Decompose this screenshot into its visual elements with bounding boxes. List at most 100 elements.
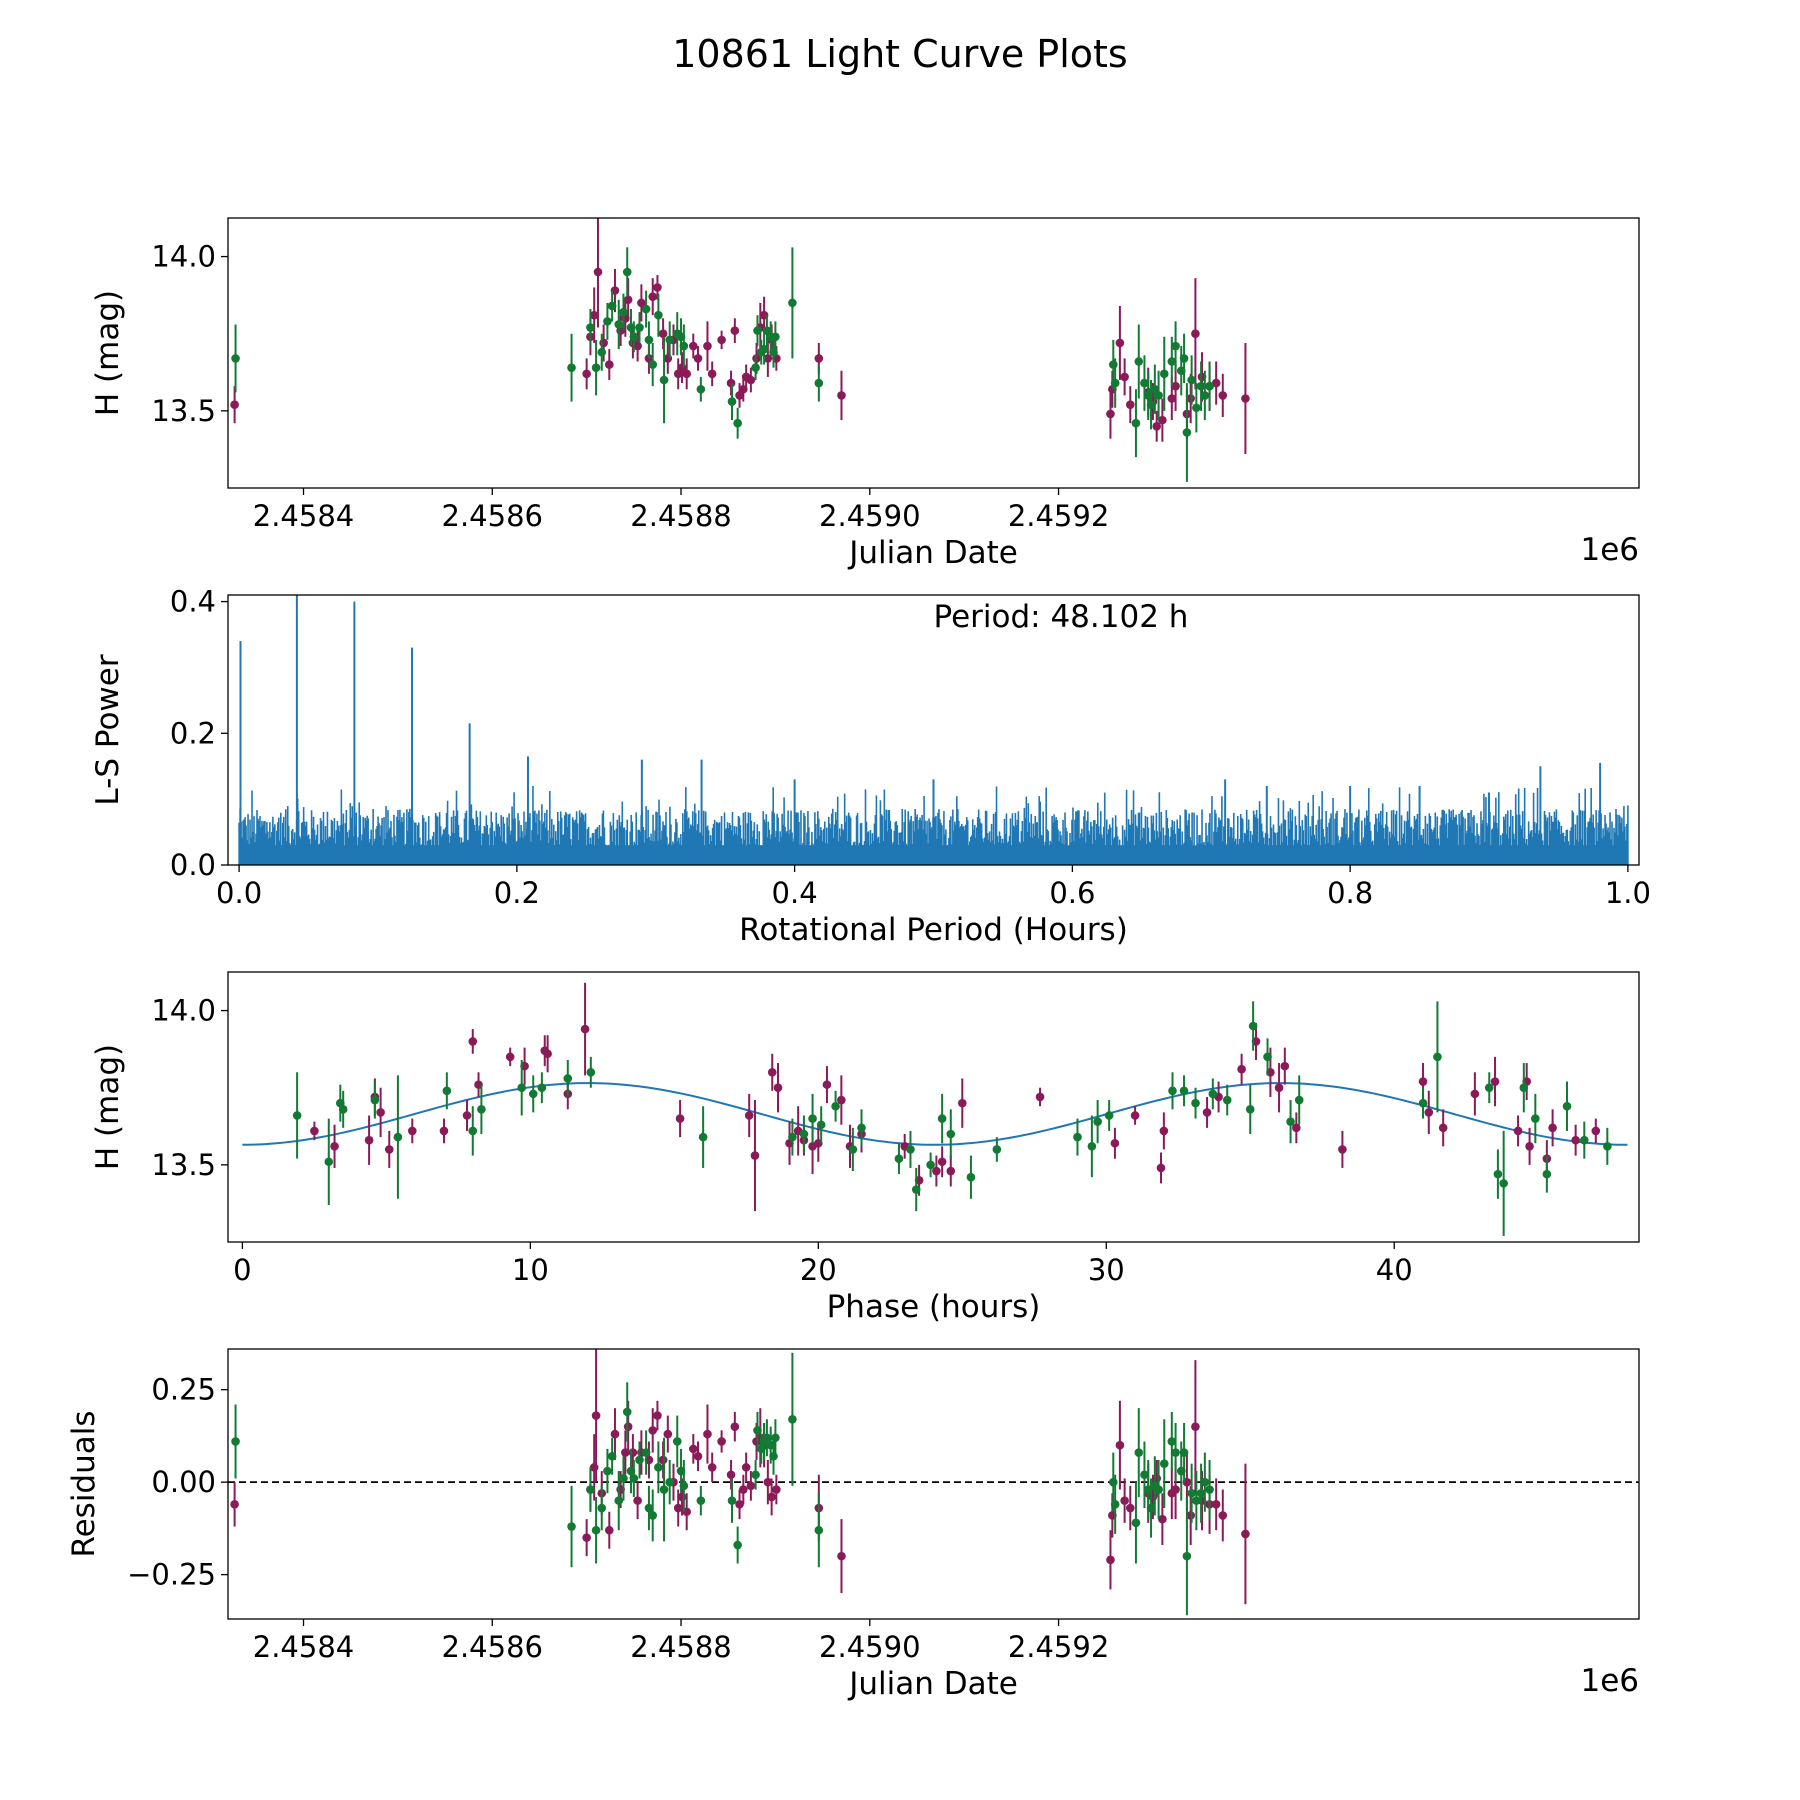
plot-area: [228, 1349, 1639, 1616]
data-point: [1104, 1111, 1114, 1120]
data-point: [1134, 357, 1144, 366]
data-point: [1120, 372, 1129, 382]
data-point: [648, 1511, 658, 1520]
data-point: [730, 326, 740, 335]
data-point: [1106, 409, 1115, 419]
data-point: [753, 1426, 762, 1435]
data-point: [659, 375, 669, 385]
data-point: [1205, 381, 1214, 391]
data-point: [698, 1132, 708, 1142]
data-point: [1187, 375, 1196, 385]
x-tick-label: 0.6: [1049, 876, 1095, 910]
data-point: [1192, 403, 1201, 413]
data-point: [763, 1477, 773, 1487]
y-tick-label: 13.5: [151, 394, 216, 428]
data-point: [1519, 1083, 1529, 1093]
data-point: [622, 267, 632, 277]
data-point: [1108, 1477, 1118, 1487]
data-point: [937, 1157, 947, 1167]
data-point: [597, 347, 607, 357]
data-point: [679, 1481, 689, 1491]
data-point: [675, 1114, 685, 1123]
x-tick-label: 40: [1376, 1253, 1413, 1287]
data-point: [831, 1101, 840, 1111]
data-point: [1110, 1500, 1120, 1509]
data-point: [610, 1429, 620, 1439]
data-point: [648, 1426, 658, 1435]
data-point: [693, 354, 703, 363]
data-point: [1211, 1500, 1221, 1509]
data-point: [1562, 1101, 1572, 1111]
data-point: [1093, 1117, 1102, 1126]
data-point: [659, 1485, 669, 1494]
data-point: [735, 391, 744, 400]
data-point: [1542, 1169, 1552, 1179]
data-point: [619, 1474, 628, 1483]
data-point: [310, 1126, 319, 1136]
data-point: [1499, 1179, 1508, 1188]
data-point: [1470, 1089, 1480, 1099]
data-point: [771, 1433, 780, 1443]
data-point: [376, 1108, 385, 1117]
y-axis-label: L-S Power: [90, 654, 126, 805]
data-point: [688, 1444, 698, 1454]
data-point: [767, 1067, 777, 1077]
data-point: [589, 310, 599, 320]
data-point: [733, 418, 742, 428]
data-point: [1171, 381, 1180, 391]
data-point: [673, 1503, 683, 1513]
data-point: [1548, 1123, 1557, 1133]
data-point: [946, 1166, 956, 1176]
data-point: [1196, 381, 1206, 391]
data-point: [1152, 1474, 1162, 1483]
data-point: [848, 1145, 858, 1154]
data-point: [1131, 1518, 1141, 1528]
data-point: [586, 1485, 595, 1494]
data-point: [605, 360, 614, 369]
y-tick-label: 0.4: [170, 585, 216, 619]
data-point: [1591, 1126, 1601, 1136]
data-point: [603, 1466, 612, 1476]
data-point: [1110, 1138, 1120, 1148]
data-point: [739, 1485, 748, 1494]
data-point: [717, 1437, 726, 1446]
data-point: [759, 344, 769, 354]
data-point: [703, 1429, 712, 1439]
data-point: [607, 1451, 617, 1461]
data-point: [654, 310, 663, 320]
data-point: [654, 1463, 663, 1472]
data-point: [231, 1437, 240, 1446]
data-point: [1241, 394, 1250, 403]
data-point: [1134, 1448, 1144, 1457]
data-point: [677, 1492, 687, 1502]
data-point: [751, 1470, 760, 1480]
data-point: [1146, 1503, 1156, 1513]
data-point: [605, 1525, 614, 1535]
data-point: [603, 317, 612, 326]
data-point: [641, 304, 651, 314]
data-point: [528, 1089, 538, 1099]
data-point: [814, 378, 824, 388]
x-tick-label: 0.4: [772, 876, 818, 910]
data-point: [591, 1411, 601, 1420]
data-point: [735, 1500, 744, 1509]
data-point: [599, 338, 608, 348]
data-point: [1208, 1089, 1218, 1099]
data-point: [633, 341, 642, 351]
data-point: [1140, 378, 1149, 388]
data-point: [582, 1533, 591, 1542]
data-point: [1248, 1021, 1258, 1031]
data-point: [946, 1129, 956, 1139]
data-point: [837, 391, 846, 400]
x-tick-label: 2.4592: [1008, 1630, 1109, 1664]
data-point: [591, 1525, 601, 1535]
data-point: [799, 1129, 809, 1139]
data-point: [635, 1455, 644, 1465]
x-tick-label: 2.4586: [442, 1630, 543, 1664]
model-curve: [242, 1082, 1628, 1146]
axes-frame: [227, 217, 1640, 489]
data-point: [957, 1098, 967, 1108]
y-tick-label: 0.25: [151, 1373, 216, 1407]
data-point: [814, 1525, 824, 1535]
residuals-panel: 2.4584 2.4586 2.4588 2.4590 2.4592 −0.25 0.00 0…: [66, 1348, 1640, 1702]
